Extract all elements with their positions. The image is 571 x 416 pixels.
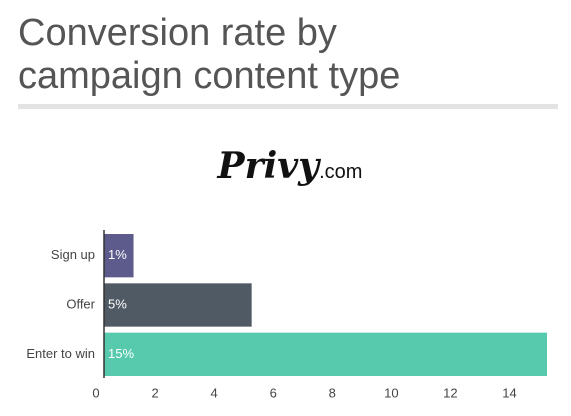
logo-suffix: .com	[319, 161, 362, 183]
bar	[104, 234, 134, 278]
x-tick-label: 0	[92, 385, 99, 400]
x-tick-label: 12	[443, 385, 457, 400]
bar	[104, 283, 252, 327]
value-label: 1%	[108, 247, 127, 262]
title-rule	[18, 104, 558, 109]
x-tick-label: 10	[384, 385, 398, 400]
x-tick-label: 14	[502, 385, 516, 400]
value-label: 15%	[108, 346, 134, 361]
x-tick-label: 4	[211, 385, 218, 400]
title-line: Conversion rate by	[18, 12, 337, 54]
logo-main: Privy	[217, 145, 322, 187]
x-tick-label: 8	[329, 385, 336, 400]
category-label: Offer	[66, 296, 95, 311]
x-tick-label: 6	[270, 385, 277, 400]
category-label: Sign up	[51, 247, 95, 262]
bar	[104, 332, 547, 376]
category-label: Enter to win	[26, 346, 95, 361]
title-line: campaign content type	[18, 55, 400, 97]
x-tick-label: 2	[151, 385, 158, 400]
value-label: 5%	[108, 296, 127, 311]
logo: Privy.com	[217, 145, 363, 187]
